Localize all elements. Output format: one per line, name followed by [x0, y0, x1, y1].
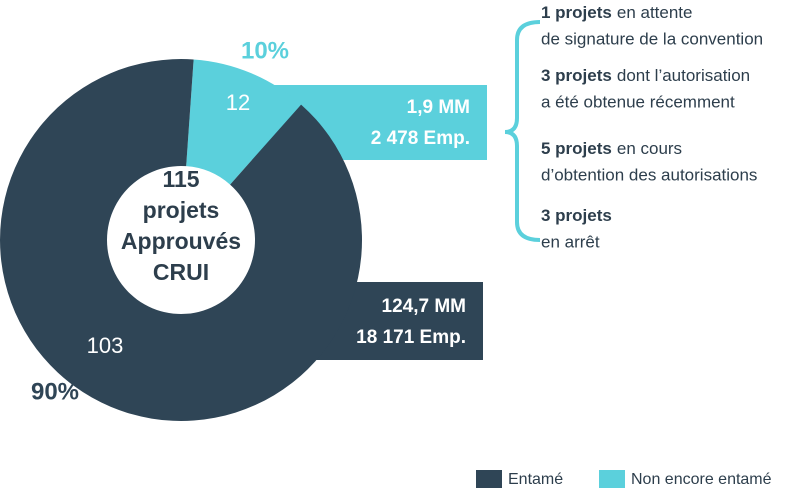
donut-segment [186, 59, 302, 185]
legend-label: Non encore entamé [631, 471, 772, 488]
percent-label: 90% [31, 378, 79, 405]
note-rest: en attente [617, 3, 693, 22]
note-text: de signature de la convention [541, 29, 763, 48]
note-bold: 3 projets [541, 206, 612, 225]
box-text: 2 478 Emp. [371, 128, 470, 149]
note-text: 5 projets en cours [541, 139, 682, 158]
note-text: 1 projets en attente [541, 3, 692, 22]
box-text: 18 171 Emp. [356, 327, 466, 348]
percent-label: 10% [241, 37, 289, 64]
legend-swatch [476, 470, 502, 488]
value-label: 12 [226, 90, 250, 115]
legend-label: Entamé [508, 471, 563, 488]
donut-segment [0, 59, 362, 421]
note-rest: dont l’autorisation [617, 66, 750, 85]
center-text: Approuvés [121, 228, 241, 254]
box-text: 124,7 MM [382, 296, 466, 317]
brace [504, 20, 541, 242]
note-text: en arrêt [541, 232, 600, 251]
center-text: projets [143, 197, 220, 223]
note-bold: 1 projets [541, 3, 612, 22]
note-bold: 5 projets [541, 139, 612, 158]
value-label: 103 [87, 333, 124, 358]
box-text: 1,9 MM [407, 97, 470, 118]
note-text: 3 projets [541, 206, 612, 225]
center-text: CRUI [153, 259, 209, 285]
note-text: 3 projets dont l’autorisation [541, 66, 750, 85]
note-text: d’obtention des autorisations [541, 165, 757, 184]
note-text: a été obtenue récemment [541, 92, 735, 111]
center-text: 115 [162, 166, 199, 192]
legend-swatch [599, 470, 625, 488]
note-rest: en cours [617, 139, 682, 158]
note-bold: 3 projets [541, 66, 612, 85]
